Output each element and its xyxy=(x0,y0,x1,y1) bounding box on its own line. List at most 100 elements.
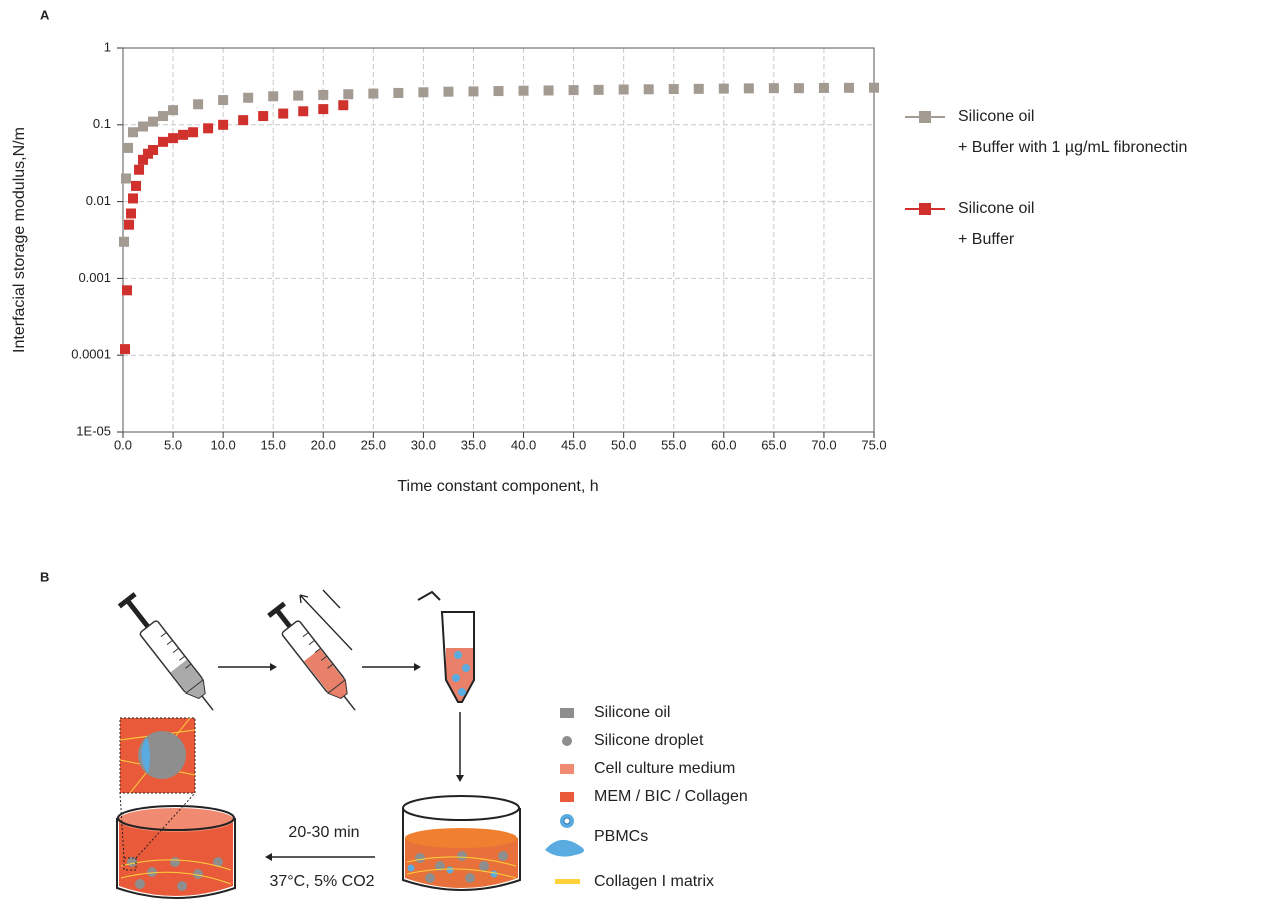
syringe-empty xyxy=(117,591,222,716)
data-point xyxy=(148,117,158,127)
figure: A Time constant component, h Interfacial… xyxy=(0,0,1266,901)
data-point xyxy=(644,84,654,94)
x-tick-label: 20.0 xyxy=(311,437,336,452)
data-point xyxy=(494,86,504,96)
data-point xyxy=(594,85,604,95)
data-point xyxy=(218,120,228,130)
legend-label: Silicone oil xyxy=(594,704,670,721)
data-point xyxy=(544,85,554,95)
data-point xyxy=(122,285,132,295)
data-point xyxy=(121,173,131,183)
data-point xyxy=(123,143,133,153)
legend: Silicone oil Silicone droplet Cell culture… xyxy=(594,704,748,890)
data-point xyxy=(343,89,353,99)
data-point xyxy=(193,99,203,109)
y-tick-label: 0.0001 xyxy=(71,347,111,362)
y-tick-label: 1E-05 xyxy=(76,423,111,438)
x-tick-label: 30.0 xyxy=(411,437,436,452)
arrow-head xyxy=(270,663,277,671)
x-tick-label: 35.0 xyxy=(461,437,486,452)
data-point xyxy=(293,91,303,101)
y-tick-label: 0.01 xyxy=(86,193,111,208)
x-tick-label: 50.0 xyxy=(611,437,636,452)
data-point xyxy=(134,165,144,175)
y-tick-label: 0.001 xyxy=(78,270,111,285)
data-point xyxy=(869,83,879,93)
data-point xyxy=(719,84,729,94)
data-point xyxy=(258,111,268,121)
data-point xyxy=(124,220,134,230)
data-point xyxy=(669,84,679,94)
data-point xyxy=(131,181,141,191)
data-point xyxy=(188,127,198,137)
data-point xyxy=(844,83,854,93)
y-tick-label: 1 xyxy=(104,39,111,54)
dish-left xyxy=(117,806,235,898)
data-point xyxy=(278,109,288,119)
data-point xyxy=(368,89,378,99)
panel-label: B xyxy=(40,569,49,584)
legend-label: Silicone droplet xyxy=(594,732,704,749)
step-label: 37°C, 5% CO2 xyxy=(269,873,374,890)
data-point xyxy=(519,86,529,96)
legend-label: MEM / BIC / Collagen xyxy=(594,788,748,805)
y-axis-label: Interfacial storage modulus,N/m xyxy=(11,127,28,353)
panel-label: A xyxy=(40,7,50,22)
step-label: 20-30 min xyxy=(288,824,359,841)
data-point xyxy=(158,137,168,147)
syringe-filled xyxy=(266,601,363,717)
data-point xyxy=(158,111,168,121)
x-tick-label: 40.0 xyxy=(511,437,536,452)
legend-icons xyxy=(545,708,584,884)
dish-right xyxy=(403,796,520,890)
x-tick-label: 75.0 xyxy=(861,437,886,452)
data-point xyxy=(694,84,704,94)
x-tick-label: 45.0 xyxy=(561,437,586,452)
x-tick-label: 70.0 xyxy=(811,437,836,452)
data-point xyxy=(203,123,213,133)
data-point xyxy=(819,83,829,93)
arrow-head xyxy=(265,853,272,861)
data-point xyxy=(619,85,629,95)
data-point xyxy=(138,122,148,132)
data-point xyxy=(744,83,754,93)
x-tick-label: 55.0 xyxy=(661,437,686,452)
data-point xyxy=(168,133,178,143)
data-point xyxy=(338,100,348,110)
data-point xyxy=(119,237,129,247)
data-point xyxy=(218,95,228,105)
data-point xyxy=(120,344,130,354)
data-point xyxy=(126,208,136,218)
arrow-head xyxy=(414,663,421,671)
legend-label: Collagen I matrix xyxy=(594,873,714,890)
x-tick-label: 60.0 xyxy=(711,437,736,452)
x-tick-label: 25.0 xyxy=(361,437,386,452)
legend-marker xyxy=(919,111,931,123)
data-point xyxy=(769,83,779,93)
data-point xyxy=(569,85,579,95)
arrow-head xyxy=(456,775,464,782)
legend-label: Silicone oil + Buffer with 1 µg/mL fibro… xyxy=(958,101,1187,163)
data-point xyxy=(318,104,328,114)
legend-label: Cell culture medium xyxy=(594,760,735,777)
x-tick-label: 10.0 xyxy=(210,437,235,452)
data-point xyxy=(794,83,804,93)
data-point xyxy=(443,87,453,97)
legend-label: Silicone oil + Buffer xyxy=(958,193,1034,255)
data-point xyxy=(148,145,158,155)
x-tick-label: 5.0 xyxy=(164,437,182,452)
data-point xyxy=(418,87,428,97)
plot-frame xyxy=(123,48,874,432)
data-point xyxy=(238,115,248,125)
data-point xyxy=(393,88,403,98)
legend-label: PBMCs xyxy=(594,828,648,845)
x-axis-label: Time constant component, h xyxy=(397,478,598,495)
data-point xyxy=(178,130,188,140)
x-tick-label: 15.0 xyxy=(261,437,286,452)
y-tick-label: 0.1 xyxy=(93,116,111,131)
x-tick-label: 0.0 xyxy=(114,437,132,452)
data-point xyxy=(128,127,138,137)
data-point xyxy=(243,93,253,103)
legend-marker xyxy=(919,203,931,215)
